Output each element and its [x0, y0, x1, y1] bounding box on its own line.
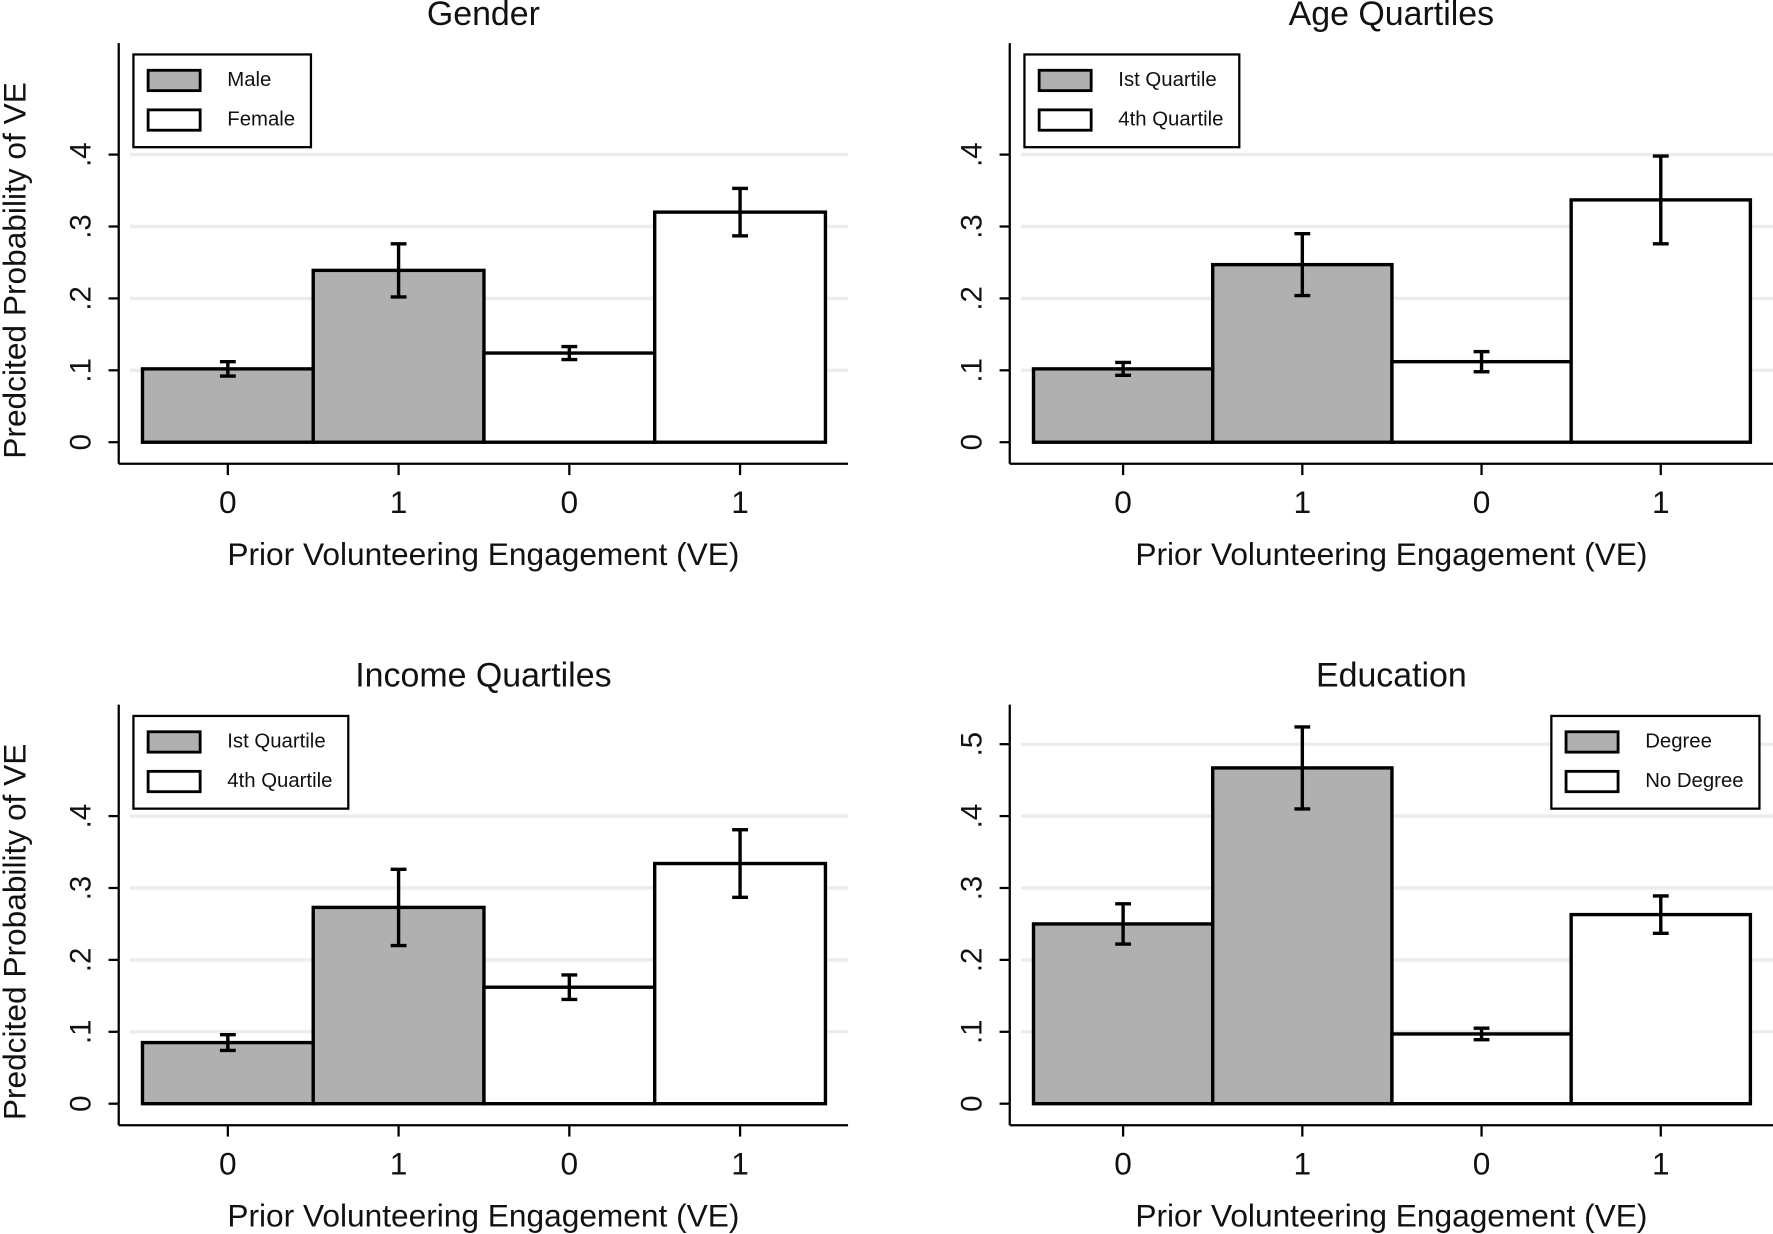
y-tick-label: .1: [955, 1020, 988, 1044]
error-bar: [732, 186, 748, 238]
y-tick-label: .1: [955, 358, 988, 383]
legend-box: [132, 53, 313, 149]
x-tick-label: 0: [1473, 484, 1491, 520]
error-bar: [1652, 894, 1669, 935]
bar: [1390, 359, 1573, 444]
x-tick-label: 0: [219, 1145, 237, 1181]
x-tick-label: 0: [1114, 1145, 1132, 1181]
legend-swatch: [146, 108, 202, 132]
error-bar: [1473, 1026, 1490, 1042]
legend-label: 4th Quartile: [227, 770, 332, 792]
chart-title: Education: [1316, 656, 1467, 694]
error-bar: [561, 973, 578, 1002]
legend-swatch: [1037, 108, 1093, 132]
x-tick-label: 0: [219, 484, 237, 520]
legend-label: Female: [227, 108, 295, 130]
error-bar: [1473, 349, 1490, 374]
bar: [1211, 766, 1394, 1106]
legend: Ist Quartile 4th Quartile: [132, 714, 350, 810]
error-bar: [219, 1032, 236, 1053]
bar: [653, 861, 828, 1106]
bar: [1390, 1032, 1573, 1106]
error-bar: [390, 242, 407, 299]
y-tick-label: 0: [955, 1096, 988, 1112]
y-tick-label: .3: [955, 214, 988, 239]
chart-title: Gender: [427, 0, 540, 33]
legend-label: Male: [227, 69, 271, 91]
error-bar: [390, 867, 407, 948]
chart-title: Age Quartiles: [1289, 0, 1494, 33]
y-tick-label: 0: [64, 434, 97, 450]
x-tick-label: 0: [561, 484, 579, 520]
bar: [1031, 922, 1215, 1106]
legend-label: No Degree: [1645, 770, 1743, 792]
y-tick-label: .4: [64, 804, 97, 829]
x-axis-label: Prior Volunteering Engagement (VE): [1135, 1197, 1647, 1233]
legend-swatch: [146, 769, 202, 794]
x-tick-label: 0: [561, 1145, 579, 1181]
x-tick-label: 1: [1294, 1145, 1312, 1181]
legend: Degree No Degree: [1550, 714, 1761, 810]
y-tick-label: .2: [64, 286, 97, 311]
y-tick-label: .2: [955, 286, 988, 311]
x-axis-label: Prior Volunteering Engagement (VE): [227, 1197, 739, 1233]
y-tick-label: .3: [64, 876, 97, 901]
error-bar: [1115, 902, 1132, 946]
y-tick-label: 0: [64, 1096, 97, 1112]
x-tick-label: 1: [1652, 484, 1670, 520]
bar: [482, 351, 657, 444]
bar: [311, 268, 486, 444]
legend-label: Degree: [1645, 730, 1712, 752]
x-tick-label: 1: [731, 1145, 749, 1181]
legend-swatch: [1037, 68, 1093, 93]
legend-label: Ist Quartile: [227, 730, 325, 752]
x-tick-label: 1: [1652, 1145, 1670, 1181]
bar: [140, 367, 315, 444]
y-tick-label: .1: [64, 358, 97, 383]
x-tick-label: 1: [390, 1145, 408, 1181]
chart-title: Income Quartiles: [355, 656, 611, 694]
x-axis-label: Prior Volunteering Engagement (VE): [1135, 536, 1647, 572]
x-tick-label: 0: [1473, 1145, 1491, 1181]
y-tick-label: .4: [955, 142, 988, 167]
y-tick-label: .2: [955, 948, 988, 973]
y-tick-label: .5: [955, 732, 988, 757]
y-tick-label: 0: [955, 434, 988, 450]
bar: [653, 210, 828, 444]
legend-swatch: [146, 730, 202, 754]
x-tick-label: 1: [390, 484, 408, 520]
error-bar: [732, 828, 748, 900]
legend-swatch: [1564, 769, 1620, 794]
legend-label: 4th Quartile: [1118, 108, 1223, 130]
error-bar: [219, 359, 236, 378]
y-tick-label: .3: [64, 214, 97, 239]
x-tick-label: 1: [1294, 484, 1312, 520]
x-tick-label: 1: [731, 484, 749, 520]
error-bar: [1115, 360, 1132, 378]
y-tick-label: .4: [955, 804, 988, 829]
legend-swatch: [1564, 730, 1620, 754]
bar: [482, 985, 657, 1106]
legend: Ist Quartile 4th Quartile: [1023, 53, 1241, 149]
x-axis-label: Prior Volunteering Engagement (VE): [227, 536, 739, 572]
y-axis-label: Predcited Probability of VE: [0, 744, 32, 1121]
y-tick-label: .3: [955, 876, 988, 901]
error-bar: [1652, 154, 1669, 246]
bar: [1569, 912, 1753, 1106]
error-bar: [1294, 231, 1311, 298]
legend-label: Ist Quartile: [1118, 69, 1216, 91]
x-tick-label: 0: [1114, 484, 1132, 520]
legend: Male Female: [132, 53, 313, 149]
error-bar: [1294, 725, 1311, 811]
legend-swatch: [146, 68, 202, 93]
bar: [1031, 367, 1215, 444]
y-tick-label: .2: [64, 948, 97, 973]
error-bar: [561, 344, 578, 362]
y-axis-label: Predcited Probability of VE: [0, 82, 32, 459]
y-tick-label: .1: [64, 1020, 97, 1044]
y-tick-label: .4: [64, 142, 97, 167]
